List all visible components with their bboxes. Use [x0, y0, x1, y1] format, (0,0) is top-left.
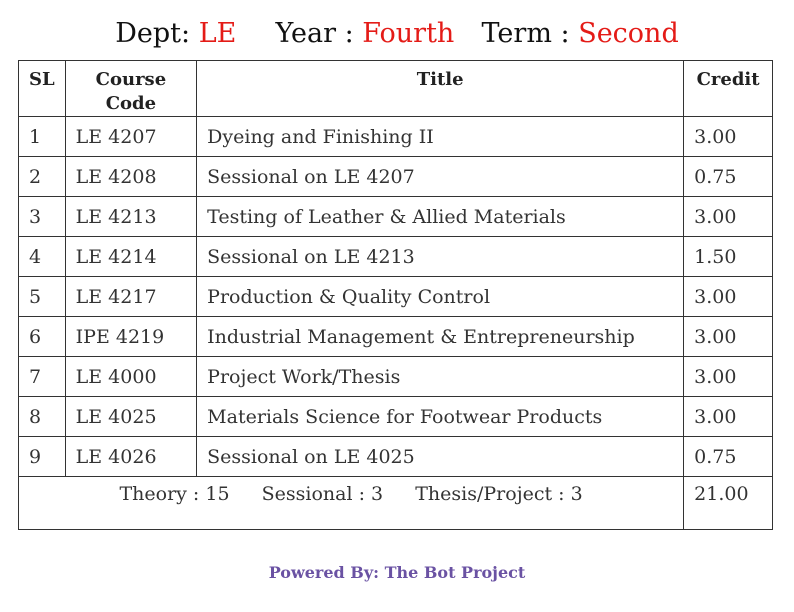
title-cell: Testing of Leather & Allied Materials [196, 196, 685, 237]
column-header-credit: Credit [683, 60, 773, 117]
title-cell: Sessional on LE 4207 [196, 156, 685, 197]
credit-breakdown: Theory : 15 Sessional : 3 Thesis/Project… [17, 476, 685, 530]
sessional-count: Sessional : 3 [261, 483, 384, 505]
sl-cell: 9 [18, 436, 66, 477]
sl-cell: 2 [18, 156, 66, 197]
column-header-title: Title [196, 60, 685, 117]
title-cell: Sessional on LE 4213 [196, 236, 685, 277]
year-label: Year : [275, 18, 354, 49]
term-label: Term : [481, 18, 570, 49]
table-row: 9 LE 4026 Sessional on LE 4025 0.75 [18, 436, 773, 477]
credit-cell: 3.00 [683, 396, 773, 437]
year-value: Fourth [362, 18, 455, 49]
sl-cell: 4 [18, 236, 66, 277]
page-header: Dept: LE Year : Fourth Term : Second [0, 18, 794, 49]
sl-cell: 5 [18, 276, 66, 317]
title-cell: Project Work/Thesis [196, 356, 685, 397]
course-table: SL Course Code Title Credit 1 LE 4207 Dy… [17, 60, 773, 530]
sl-cell: 7 [18, 356, 66, 397]
theory-count: Theory : 15 [119, 483, 230, 505]
credit-cell: 3.00 [683, 276, 773, 317]
table-header-row: SL Course Code Title Credit [18, 60, 773, 117]
table-row: 2 LE 4208 Sessional on LE 4207 0.75 [18, 156, 773, 197]
credit-cell: 3.00 [683, 316, 773, 357]
credit-cell: 0.75 [683, 156, 773, 197]
course-code-cell: LE 4213 [64, 196, 198, 237]
credit-cell: 0.75 [683, 436, 773, 477]
table-row: 7 LE 4000 Project Work/Thesis 3.00 [18, 356, 773, 397]
dept-label: Dept: [115, 18, 191, 49]
title-cell: Production & Quality Control [196, 276, 685, 317]
table-row: 3 LE 4213 Testing of Leather & Allied Ma… [18, 196, 773, 237]
course-code-cell: LE 4214 [64, 236, 198, 277]
powered-by-footer: Powered By: The Bot Project [268, 563, 526, 582]
table-row: 8 LE 4025 Materials Science for Footwear… [18, 396, 773, 437]
credit-cell: 3.00 [683, 196, 773, 237]
summary-row: Theory : 15 Sessional : 3 Thesis/Project… [17, 476, 773, 530]
column-header-course-code: Course Code [64, 60, 198, 117]
term-value: Second [578, 18, 679, 49]
course-code-cell: LE 4207 [64, 116, 198, 157]
credit-cell: 3.00 [683, 116, 773, 157]
course-code-cell: LE 4025 [64, 396, 198, 437]
sl-cell: 8 [18, 396, 66, 437]
table-row: 6 IPE 4219 Industrial Management & Entre… [18, 316, 773, 357]
total-credit-cell: 21.00 [683, 476, 773, 530]
course-code-cell: LE 4217 [64, 276, 198, 317]
credit-cell: 3.00 [683, 356, 773, 397]
dept-value: LE [198, 18, 237, 49]
table-row: 5 LE 4217 Production & Quality Control 3… [18, 276, 773, 317]
course-code-cell: LE 4208 [64, 156, 198, 197]
sl-cell: 3 [18, 196, 66, 237]
title-cell: Industrial Management & Entrepreneurship [196, 316, 685, 357]
thesis-count: Thesis/Project : 3 [415, 483, 583, 505]
table-row: 4 LE 4214 Sessional on LE 4213 1.50 [18, 236, 773, 277]
course-code-cell: IPE 4219 [64, 316, 198, 357]
sl-cell: 6 [18, 316, 66, 357]
course-code-cell: LE 4026 [64, 436, 198, 477]
sl-cell: 1 [18, 116, 66, 157]
column-header-sl: SL [18, 60, 66, 117]
title-cell: Dyeing and Finishing II [196, 116, 685, 157]
course-code-cell: LE 4000 [64, 356, 198, 397]
credit-cell: 1.50 [683, 236, 773, 277]
title-cell: Materials Science for Footwear Products [196, 396, 685, 437]
table-row: 1 LE 4207 Dyeing and Finishing II 3.00 [18, 116, 773, 157]
title-cell: Sessional on LE 4025 [196, 436, 685, 477]
